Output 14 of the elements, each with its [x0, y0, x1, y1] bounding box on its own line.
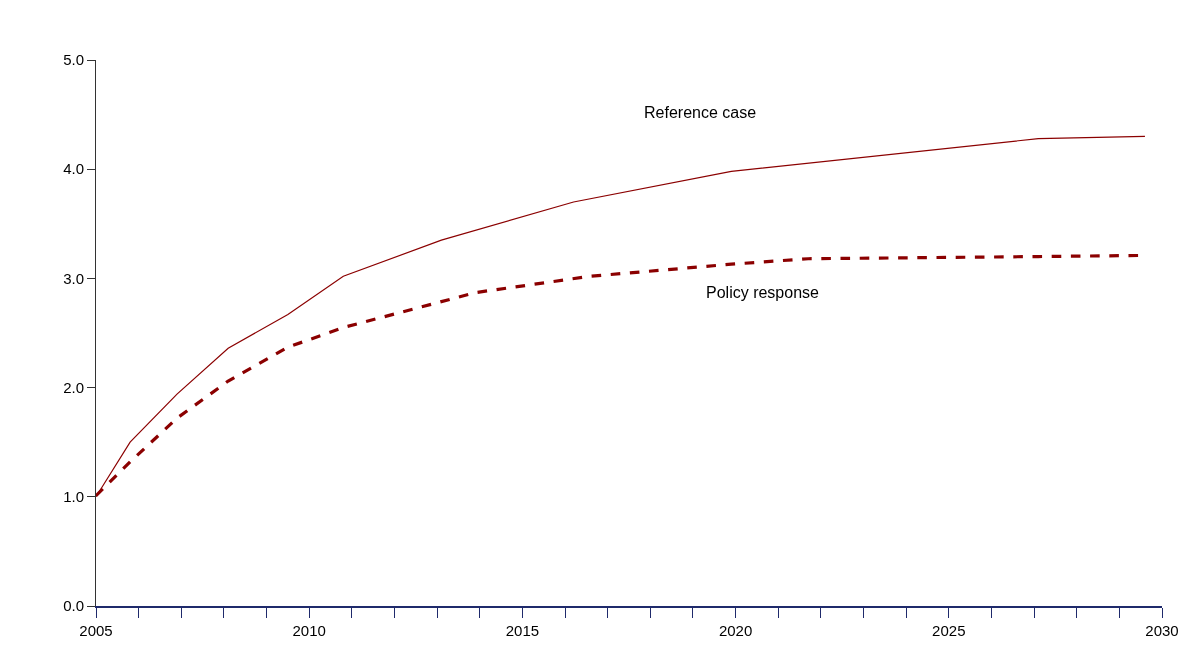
x-tick-label: 2030 [1145, 621, 1179, 639]
y-tick-label: 5.0 [63, 51, 84, 69]
x-tick-label: 2010 [292, 621, 326, 639]
x-tick-label: 2015 [505, 621, 540, 639]
annotation: Policy response [706, 284, 820, 301]
x-tick-label: 2020 [718, 621, 753, 639]
y-tick-label: 4.0 [63, 160, 84, 178]
x-tick-label: 2025 [932, 621, 966, 639]
y-tick-label: 0.0 [63, 597, 84, 615]
y-tick-label: 3.0 [63, 269, 84, 287]
y-tick-label: 2.0 [63, 378, 84, 396]
annotation: Reference case [644, 104, 757, 121]
y-tick-label: 1.0 [63, 488, 84, 506]
x-tick-label: 2005 [79, 621, 113, 639]
